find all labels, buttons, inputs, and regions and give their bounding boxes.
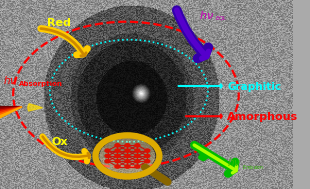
Wedge shape [0, 107, 22, 117]
Wedge shape [0, 107, 22, 120]
Circle shape [105, 160, 110, 163]
Circle shape [100, 138, 155, 174]
Circle shape [125, 149, 130, 152]
Circle shape [115, 165, 120, 168]
Circle shape [125, 144, 130, 147]
Circle shape [135, 144, 140, 147]
Text: Red: Red [47, 19, 71, 29]
Circle shape [115, 149, 120, 152]
Circle shape [125, 165, 130, 168]
Text: Ox: Ox [51, 137, 68, 147]
Wedge shape [0, 107, 22, 116]
Wedge shape [28, 104, 42, 111]
Circle shape [145, 160, 150, 163]
Circle shape [145, 154, 150, 158]
Text: Graphitic: Graphitic [227, 82, 281, 92]
Text: $_{Emission}$: $_{Emission}$ [242, 163, 264, 172]
Text: $h\nu$: $h\nu$ [227, 156, 241, 168]
Text: $h\nu$: $h\nu$ [3, 74, 17, 86]
Circle shape [135, 165, 140, 168]
Text: Absorption: Absorption [19, 81, 63, 87]
Circle shape [105, 154, 110, 158]
Text: Amorphous: Amorphous [227, 112, 298, 122]
Circle shape [125, 154, 130, 158]
Text: $_{EQL}$: $_{EQL}$ [215, 15, 228, 24]
Circle shape [115, 160, 120, 163]
Wedge shape [0, 107, 22, 119]
Circle shape [105, 149, 110, 152]
Circle shape [145, 149, 150, 152]
Circle shape [115, 144, 120, 147]
Circle shape [125, 160, 130, 163]
Circle shape [135, 149, 140, 152]
Circle shape [135, 154, 140, 158]
Circle shape [115, 154, 120, 158]
Text: $h\nu$: $h\nu$ [199, 9, 214, 21]
Circle shape [135, 160, 140, 163]
Wedge shape [0, 106, 22, 115]
Wedge shape [0, 107, 22, 118]
